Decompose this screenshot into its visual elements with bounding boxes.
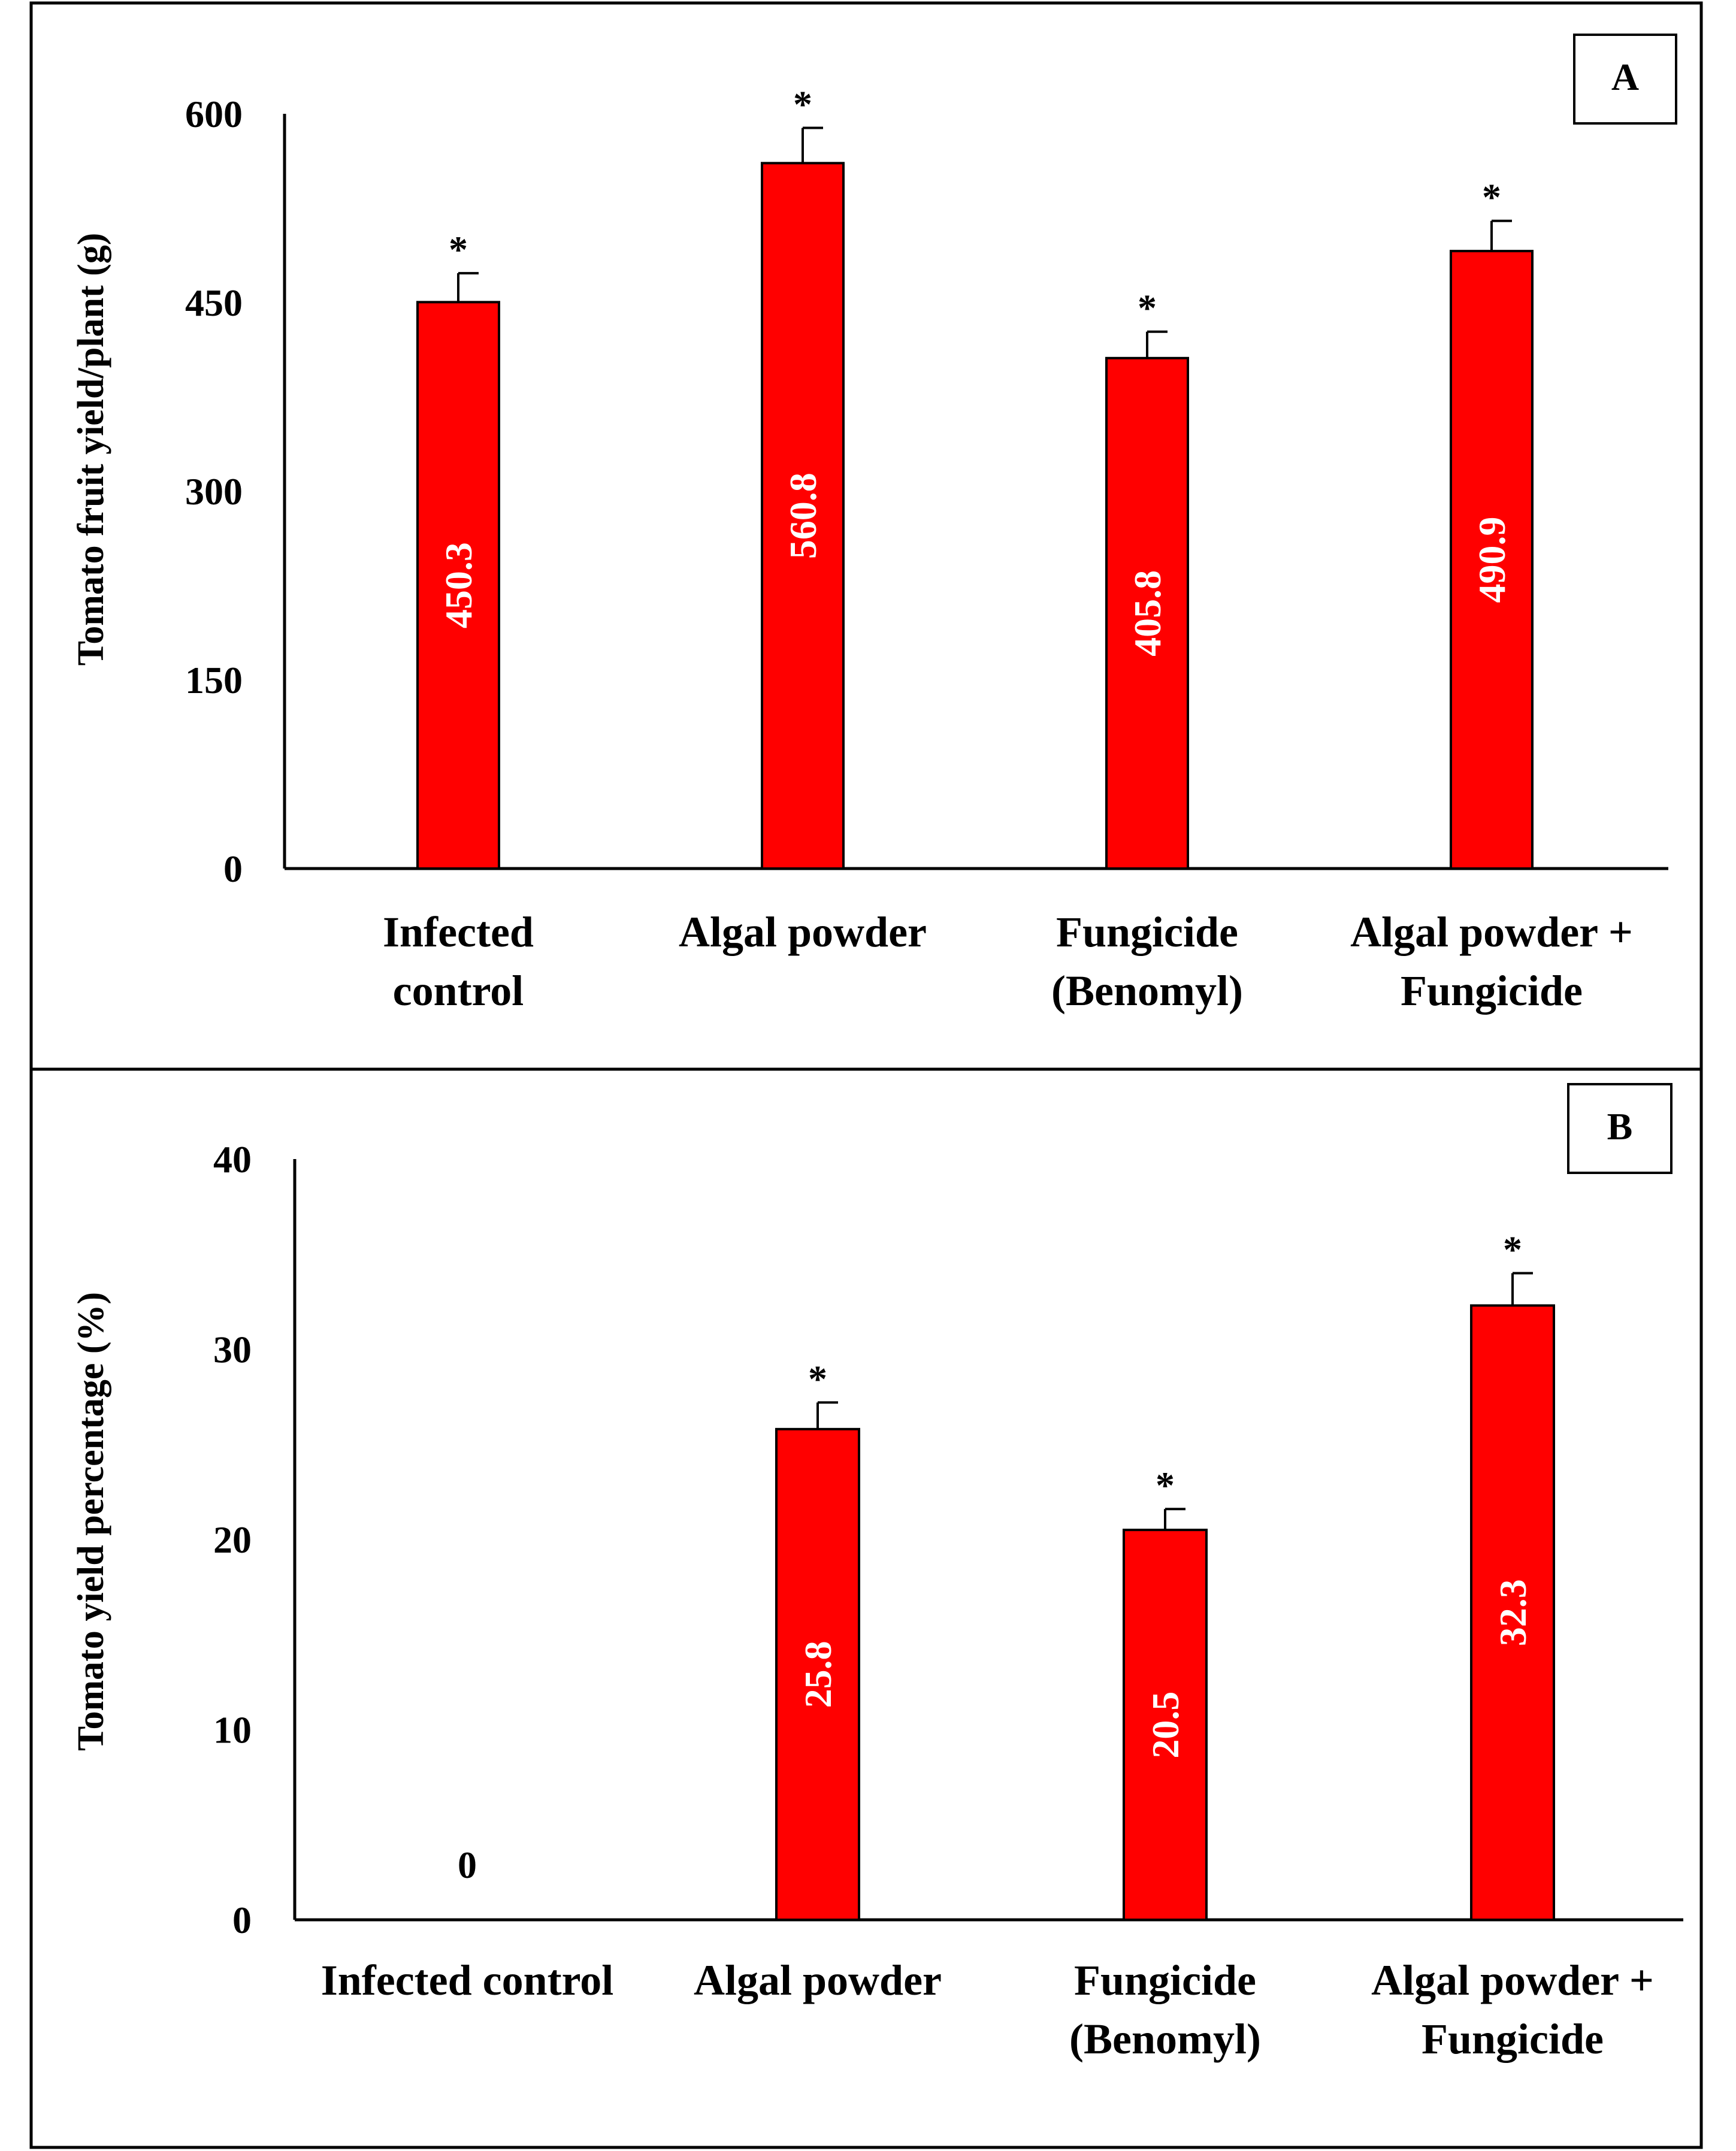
panel-a-value-label: 450.3	[437, 542, 480, 628]
panel-a-category-label: Infected	[383, 908, 534, 956]
panel-a-value-label: 405.8	[1126, 570, 1169, 657]
panel-a-bar	[416, 301, 500, 870]
panel-a-category-label: Fungicide	[1401, 967, 1583, 1015]
panel-b-y-axis-title: Tomato yield percentage (%)	[71, 1292, 111, 1751]
panel-b-category-label: (Benomyl)	[1069, 2015, 1261, 2063]
panel-a-y-axis-title: Tomato fruit yield/plant (g)	[71, 233, 111, 666]
panel-a-y-tick-label: 600	[185, 93, 243, 135]
panel-b-category-label: Algal powder +	[1371, 1956, 1654, 2004]
panel-a-bar	[1105, 356, 1189, 870]
panel-b-y-tick-label: 20	[213, 1518, 252, 1561]
panel-a-category-label: (Benomyl)	[1051, 967, 1243, 1015]
panel-b-bar	[1123, 1529, 1208, 1921]
panel-a-category-label: Algal powder +	[1350, 908, 1633, 956]
panel-b-bar	[1470, 1304, 1555, 1922]
panel-a-significance-marker: *	[793, 83, 812, 126]
panel-a-y-tick-label: 0	[223, 848, 243, 890]
panel-a-category-label: Algal powder	[679, 908, 927, 956]
panel-b-value-label: 0	[458, 1844, 477, 1886]
panel-a-plot: 0 150 300 450 600 * 450.3 Infected control * 560.8…	[185, 83, 1668, 1015]
panel-a-significance-marker: *	[449, 228, 468, 271]
panel-b-bar	[775, 1427, 860, 1922]
panel-b-significance-marker: *	[1503, 1229, 1522, 1271]
panel-b-category-label: Fungicide	[1422, 2015, 1604, 2063]
panel-a-category-label: control	[393, 967, 524, 1015]
panel-a-tag-box	[1573, 34, 1677, 125]
panel-b-category-label: Fungicide	[1074, 1956, 1256, 2004]
panel-b-value-label: 32.3	[1492, 1579, 1534, 1646]
panel-b-y-tick-label: 0	[232, 1899, 252, 1941]
panel-b-significance-marker: *	[1156, 1464, 1175, 1506]
panel-a-value-label: 560.8	[782, 473, 824, 559]
panel-b-value-label: 25.8	[797, 1641, 839, 1708]
panel-a-y-tick-label: 450	[185, 282, 243, 324]
panel-a-bar	[1450, 250, 1534, 870]
panel-a-value-label: 490.9	[1471, 517, 1513, 603]
panel-b-plot: 0 10 20 30 40 0 Infected control * 25.8 Algal pow…	[213, 1138, 1683, 2063]
panel-b-y-tick-label: 10	[213, 1709, 252, 1751]
panel-a-significance-marker: *	[1138, 287, 1157, 329]
panel-a-y-tick-label: 300	[185, 470, 243, 513]
panel-a-tag: A	[1611, 56, 1639, 98]
panel-b-category-label: Algal powder	[694, 1956, 942, 2004]
panel-b-value-label: 20.5	[1144, 1692, 1187, 1759]
panel-b-y-tick-label: 30	[213, 1329, 252, 1371]
panel-b-y-tick-label: 40	[213, 1138, 252, 1181]
panel-a-bar	[761, 162, 845, 870]
panel-a-category-label: Fungicide	[1056, 908, 1238, 956]
panel-b-frame	[29, 1067, 1703, 2149]
panel-b-significance-marker: *	[808, 1357, 827, 1400]
panel-a-y-tick-label: 150	[185, 659, 243, 701]
panel-a-significance-marker: *	[1482, 176, 1501, 219]
panel-b-tag: B	[1607, 1105, 1633, 1148]
panel-b-tag-box	[1567, 1083, 1673, 1174]
panel-b-category-label: Infected control	[321, 1956, 614, 2004]
